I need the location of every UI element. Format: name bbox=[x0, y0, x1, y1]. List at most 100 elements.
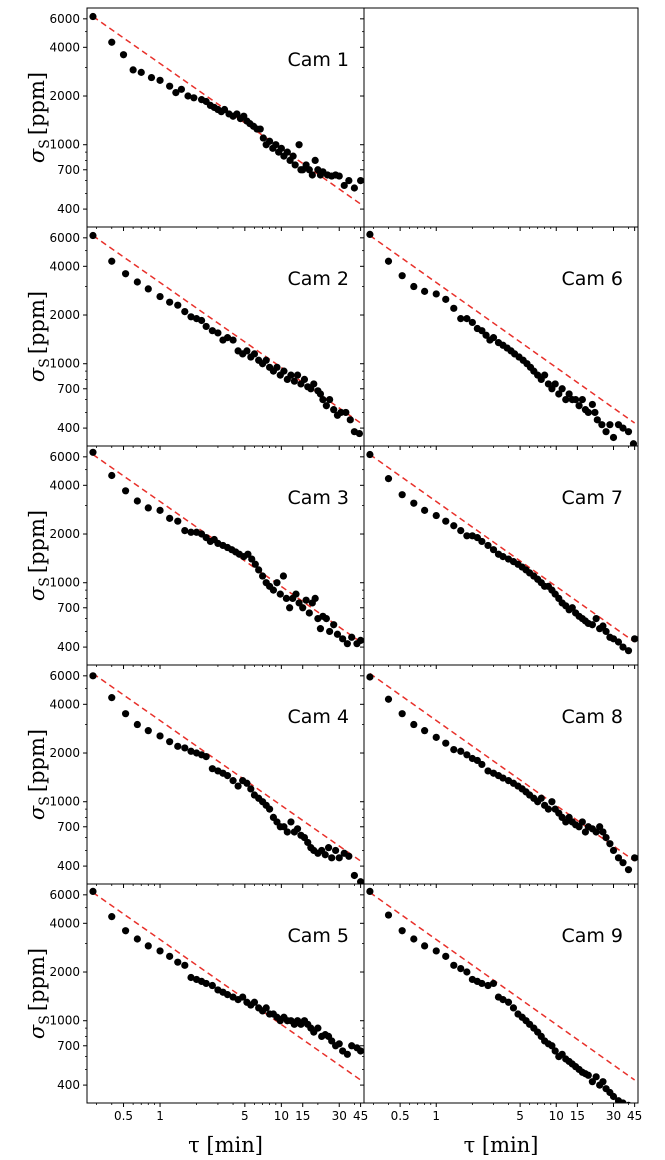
data-point bbox=[499, 553, 507, 561]
x-tick-label: 45 bbox=[353, 1109, 368, 1123]
data-point bbox=[384, 911, 393, 919]
panel-5-plot-area bbox=[366, 230, 638, 446]
data-point bbox=[214, 329, 222, 337]
data-point bbox=[593, 416, 601, 424]
data-point bbox=[482, 331, 490, 339]
panel-0-frame bbox=[86, 7, 365, 228]
y-axis-symbol: σ bbox=[25, 367, 49, 382]
data-point bbox=[609, 433, 618, 442]
data-point bbox=[568, 604, 576, 612]
data-point bbox=[614, 854, 623, 862]
data-point bbox=[484, 767, 492, 775]
data-point bbox=[504, 998, 513, 1006]
y-tick-label: 700 bbox=[57, 1039, 80, 1053]
data-point bbox=[229, 777, 237, 785]
data-point bbox=[187, 313, 195, 321]
y-axis-subscript: S bbox=[37, 1015, 53, 1025]
y-tick-label: 400 bbox=[57, 421, 80, 435]
data-point bbox=[265, 137, 274, 145]
data-point bbox=[272, 141, 280, 149]
data-point bbox=[575, 402, 583, 410]
data-point bbox=[181, 307, 189, 316]
panel-8-frame bbox=[363, 883, 639, 1104]
y-axis-title: σS [ppm] bbox=[25, 291, 53, 382]
data-point bbox=[156, 292, 164, 301]
data-point bbox=[499, 774, 507, 782]
fit-line bbox=[92, 891, 362, 1081]
data-point bbox=[588, 621, 596, 629]
data-point bbox=[156, 506, 164, 514]
data-point bbox=[308, 171, 316, 179]
data-point bbox=[350, 184, 358, 192]
data-point bbox=[256, 125, 264, 133]
data-point bbox=[384, 475, 393, 483]
data-point bbox=[223, 334, 232, 342]
data-point bbox=[335, 172, 343, 180]
data-point bbox=[89, 887, 97, 896]
y-axis-title: σS [ppm] bbox=[25, 510, 53, 601]
data-point bbox=[330, 621, 338, 629]
data-point bbox=[410, 282, 418, 291]
data-point bbox=[283, 828, 291, 836]
data-point bbox=[484, 981, 492, 990]
data-point bbox=[339, 635, 347, 643]
data-point bbox=[584, 1071, 592, 1079]
data-point bbox=[345, 852, 353, 860]
data-point bbox=[265, 805, 274, 813]
data-point bbox=[398, 491, 406, 499]
data-point bbox=[305, 166, 313, 174]
data-point bbox=[234, 782, 242, 790]
y-tick-label: 2000 bbox=[49, 746, 80, 760]
data-point bbox=[322, 615, 330, 623]
x-tick-label: 10 bbox=[274, 1109, 289, 1123]
data-point bbox=[432, 290, 440, 298]
y-tick-label: 4000 bbox=[49, 478, 80, 492]
y-tick-label: 1000 bbox=[49, 795, 80, 809]
data-point bbox=[316, 625, 325, 633]
data-point bbox=[144, 942, 152, 950]
data-point bbox=[614, 638, 623, 646]
y-tick-label: 6000 bbox=[49, 888, 80, 902]
y-tick-label: 2000 bbox=[49, 89, 80, 103]
data-point bbox=[366, 230, 374, 239]
data-point bbox=[342, 408, 350, 417]
panel-4-plot-area bbox=[89, 887, 364, 1081]
data-point bbox=[89, 672, 97, 680]
data-point bbox=[330, 406, 338, 414]
y-axis-title-text: σS [ppm] bbox=[25, 948, 53, 1039]
data-point bbox=[631, 854, 638, 862]
x-tick-label: 30 bbox=[332, 1109, 347, 1123]
data-point bbox=[89, 231, 97, 240]
data-point bbox=[144, 504, 152, 512]
data-point bbox=[121, 927, 130, 935]
data-point bbox=[259, 134, 267, 142]
data-point bbox=[174, 958, 182, 966]
data-point bbox=[187, 973, 195, 982]
data-point bbox=[251, 560, 259, 568]
data-point bbox=[398, 710, 406, 718]
data-point bbox=[624, 866, 633, 874]
data-point bbox=[450, 961, 458, 969]
data-point bbox=[262, 1004, 270, 1012]
data-point bbox=[223, 772, 232, 780]
data-point bbox=[463, 751, 471, 759]
data-point bbox=[602, 834, 610, 842]
data-point bbox=[463, 315, 471, 323]
data-point bbox=[591, 408, 599, 417]
data-point bbox=[484, 541, 492, 550]
fit-line bbox=[369, 891, 636, 1081]
y-axis-title-text: σS [ppm] bbox=[25, 510, 53, 601]
data-point bbox=[262, 356, 270, 364]
data-point bbox=[578, 818, 586, 826]
data-point bbox=[174, 301, 182, 309]
data-point bbox=[619, 424, 627, 432]
data-point bbox=[584, 408, 592, 417]
y-tick-label: 1000 bbox=[49, 138, 80, 152]
data-point bbox=[273, 579, 281, 587]
data-point bbox=[421, 506, 429, 514]
y-tick-label: 400 bbox=[57, 859, 80, 873]
data-point bbox=[202, 753, 210, 761]
data-point bbox=[332, 846, 340, 855]
data-point bbox=[144, 285, 152, 293]
data-point bbox=[463, 532, 471, 540]
